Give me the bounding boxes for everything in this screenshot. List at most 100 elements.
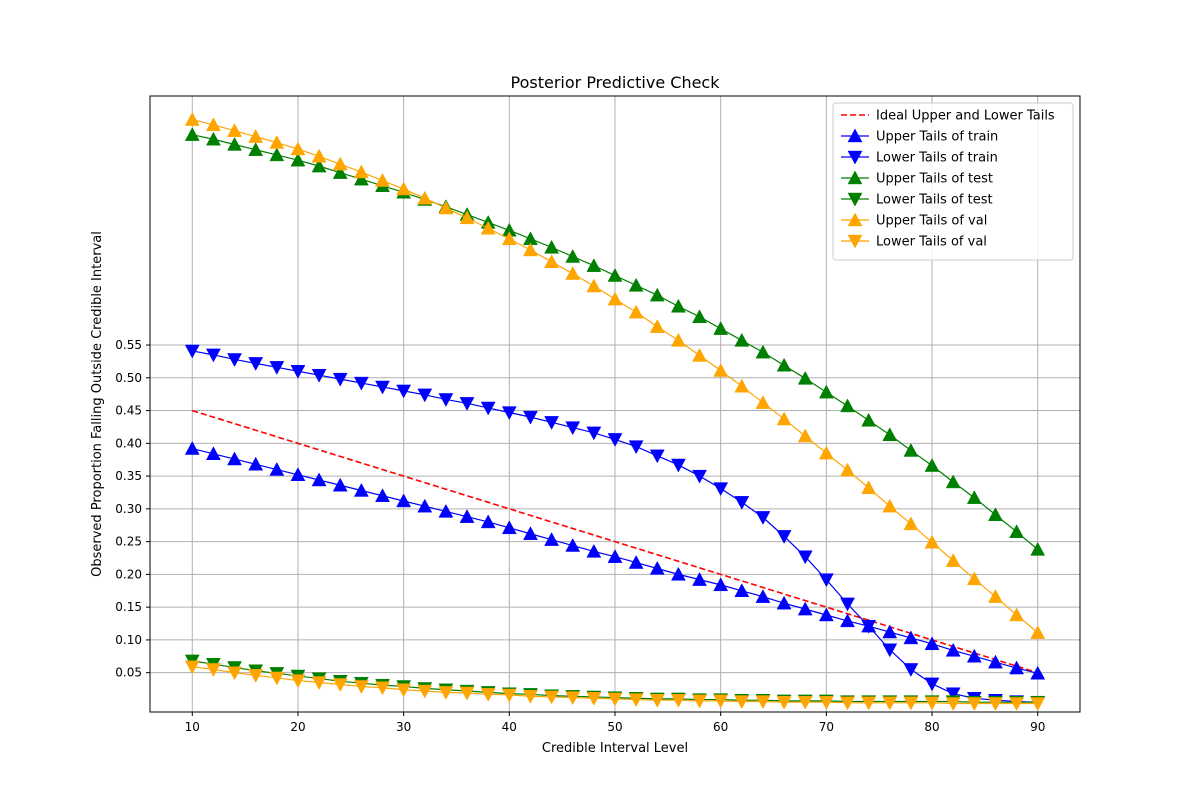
x-tick-label: 30 <box>396 720 411 734</box>
data-point <box>227 451 242 466</box>
x-tick-label: 50 <box>607 720 622 734</box>
data-point <box>628 555 644 569</box>
data-point <box>903 696 919 711</box>
data-point <box>903 630 919 645</box>
data-point <box>649 319 665 333</box>
data-point <box>269 361 285 375</box>
data-point <box>205 663 221 677</box>
data-point <box>713 363 729 377</box>
data-point <box>480 401 496 416</box>
data-point <box>607 433 623 447</box>
legend: Ideal Upper and Lower Tails Upper Tails o… <box>832 102 1074 261</box>
data-point <box>184 660 200 675</box>
legend-label: Lower Tails of test <box>876 193 993 208</box>
data-point <box>353 376 369 391</box>
data-point <box>269 147 285 162</box>
data-point <box>692 469 707 484</box>
legend-label: Upper Tails of train <box>876 130 998 145</box>
data-point <box>818 695 834 710</box>
data-point <box>1030 541 1046 556</box>
data-point <box>586 258 602 272</box>
data-point <box>734 332 750 347</box>
data-point <box>311 158 327 173</box>
data-point <box>459 397 475 411</box>
data-point <box>670 298 686 313</box>
data-point <box>607 291 623 306</box>
data-point <box>797 550 813 565</box>
data-point <box>501 688 517 703</box>
legend-swatch-marker <box>847 234 863 249</box>
data-point <box>840 462 855 477</box>
y-tick-label: 0.20 <box>115 567 142 581</box>
data-point <box>670 566 686 581</box>
data-point <box>861 696 877 711</box>
y-tick-label: 0.30 <box>115 502 142 516</box>
data-point <box>332 165 348 179</box>
data-point <box>269 671 285 686</box>
data-point <box>607 268 623 282</box>
data-point <box>353 482 369 497</box>
x-tick-label: 40 <box>502 720 517 734</box>
data-point <box>480 688 496 702</box>
data-point <box>1009 524 1025 538</box>
ideal-line-layer <box>192 409 1038 674</box>
x-tick-label: 60 <box>713 720 728 734</box>
data-point <box>692 694 707 709</box>
data-point <box>523 410 538 425</box>
data-point <box>818 384 834 399</box>
x-tick-label: 90 <box>1030 720 1045 734</box>
legend-label: Upper Tails of val <box>876 214 987 229</box>
data-point <box>628 440 644 455</box>
data-point <box>184 112 200 126</box>
data-point <box>353 171 369 186</box>
data-point <box>269 462 285 476</box>
data-point <box>184 344 200 359</box>
data-point <box>840 613 855 628</box>
legend-entry: Lower Tails of train <box>841 151 998 166</box>
data-point <box>988 507 1003 521</box>
data-point <box>332 678 348 693</box>
data-point <box>861 412 877 427</box>
data-point <box>840 398 855 413</box>
data-point <box>184 441 200 455</box>
data-point <box>692 572 707 586</box>
data-point <box>227 666 242 681</box>
y-tick-label: 0.35 <box>115 469 142 483</box>
data-point <box>459 686 475 701</box>
data-point <box>205 348 221 363</box>
data-point <box>565 421 581 436</box>
data-point <box>713 321 729 335</box>
data-point <box>396 384 412 399</box>
data-point <box>248 669 264 683</box>
data-point <box>797 601 813 616</box>
data-point <box>882 696 898 711</box>
data-point <box>417 498 433 513</box>
data-point <box>734 378 750 393</box>
data-point <box>1030 665 1046 680</box>
ideal-tails-line <box>192 409 1038 674</box>
data-point <box>1009 697 1025 712</box>
data-point <box>797 370 813 385</box>
data-point <box>290 365 306 379</box>
data-point <box>628 304 644 319</box>
series-upper-tails-of-train <box>184 441 1046 680</box>
data-point <box>692 309 707 324</box>
data-point <box>438 686 454 700</box>
data-point <box>459 509 475 523</box>
data-point <box>501 406 517 421</box>
data-point <box>480 514 496 529</box>
data-point <box>755 344 771 359</box>
legend-swatch-marker <box>847 192 863 207</box>
data-point <box>649 449 665 464</box>
legend-swatch-marker <box>847 150 863 165</box>
data-point <box>840 696 855 711</box>
data-point <box>861 619 877 634</box>
data-point <box>649 560 665 575</box>
data-point <box>375 173 390 187</box>
data-point <box>396 493 412 508</box>
data-point <box>840 597 855 612</box>
data-point <box>755 511 771 525</box>
data-point <box>501 520 517 535</box>
